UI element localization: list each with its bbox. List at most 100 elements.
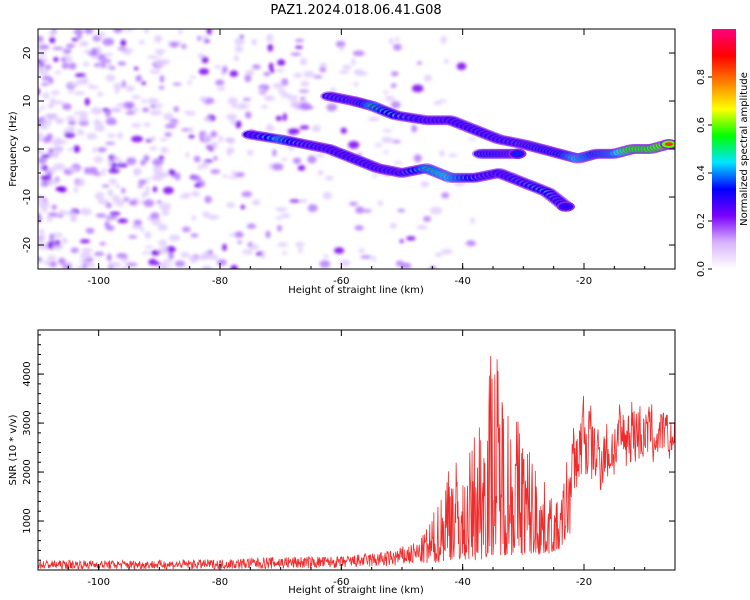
spectrogram-noise-blob <box>86 133 98 140</box>
spectrogram-noise-blob <box>109 261 122 268</box>
spectrogram-noise-blob <box>371 255 376 262</box>
spectrogram-noise-blob <box>188 134 195 139</box>
spectrogram-noise-blob <box>142 190 150 196</box>
spectrogram-x-tick-label: -100 <box>87 276 110 287</box>
signal-core <box>561 204 570 209</box>
spectrogram-noise-blob <box>41 207 48 213</box>
snr-x-tick-label: -20 <box>576 577 592 588</box>
spectrogram-noise-blob <box>235 120 242 129</box>
spectrogram-noise-blob <box>74 73 87 78</box>
spectrogram-noise-blob <box>122 265 127 269</box>
spectrogram-noise-blob <box>230 118 236 125</box>
spectrogram-noise-blob <box>182 226 191 233</box>
spectrogram-noise-blob <box>40 116 46 121</box>
spectrogram-noise-blob <box>197 35 202 42</box>
spectrogram-noise-blob <box>287 128 300 135</box>
spectrogram-noise-blob <box>105 215 118 220</box>
spectrogram-x-tick-label: -20 <box>576 276 592 287</box>
spectrogram-noise-blob <box>106 253 112 262</box>
spectrogram-noise-blob <box>468 137 477 141</box>
spectrogram-noise-blob <box>38 157 48 164</box>
spectrogram-noise-blob <box>141 194 146 198</box>
spectrogram-noise-blob <box>70 82 80 87</box>
spectrogram-noise-blob <box>213 65 222 69</box>
spectrogram-noise-blob <box>94 192 105 200</box>
spectrogram-noise-blob <box>71 37 79 42</box>
spectrogram-noise-blob <box>263 71 271 77</box>
spectrogram-noise-blob <box>180 251 190 258</box>
spectrogram-noise-blob <box>242 97 252 101</box>
spectrogram-noise-blob <box>390 83 397 88</box>
spectrogram-noise-blob <box>120 39 127 47</box>
spectrogram-noise-blob <box>210 169 221 175</box>
spectrogram-noise-blob <box>69 115 76 123</box>
spectrogram-noise-blob <box>101 108 110 112</box>
spectrogram-noise-blob <box>79 239 91 244</box>
spectrogram-noise-blob <box>377 200 384 206</box>
spectrogram-noise-blob <box>433 100 442 106</box>
spectrogram-noise-blob <box>48 261 57 268</box>
spectrogram-noise-blob <box>172 82 182 86</box>
colorbar-tick-label: 0.8 <box>696 69 707 85</box>
spectrogram-noise-blob <box>125 85 135 92</box>
spectrogram-noise-blob <box>290 52 302 56</box>
spectrogram-noise-blob <box>73 111 82 115</box>
spectrogram-noise-blob <box>205 144 212 150</box>
spectrogram-y-tick-label: -20 <box>22 237 33 253</box>
spectrogram-noise-blob <box>133 107 139 112</box>
spectrogram-noise-blob <box>88 51 98 56</box>
spectrogram-noise-blob <box>144 231 152 239</box>
spectrogram-noise-blob <box>105 225 115 231</box>
spectrogram-noise-blob <box>149 146 158 151</box>
spectrogram-noise-blob <box>46 133 53 140</box>
spectrogram-x-axis-label: Height of straight line (km) <box>288 285 424 296</box>
colorbar-tick-label: 0.6 <box>696 117 707 133</box>
snr-series-line <box>38 355 675 570</box>
spectrogram-noise-blob <box>247 223 256 229</box>
colorbar-axis: 0.0 0.2 0.4 0.6 0.8 <box>696 69 712 277</box>
spectrogram-noise-blob <box>210 141 219 149</box>
spectrogram-noise-blob <box>76 33 82 40</box>
spectrogram-noise-blob <box>111 194 121 203</box>
spectrogram-noise-blob <box>244 111 252 119</box>
spectrogram-noise-blob <box>38 236 42 241</box>
spectrogram-noise-blob <box>237 240 243 244</box>
spectrogram-noise-blob <box>158 85 165 90</box>
spectrogram-noise-blob <box>105 74 116 82</box>
spectrogram-noise-blob <box>60 57 67 62</box>
spectrogram-noise-blob <box>105 117 117 126</box>
spectrogram-noise-blob <box>84 97 90 106</box>
spectrogram-noise-blob <box>269 68 275 74</box>
spectrogram-noise-blob <box>144 29 149 34</box>
spectrogram-noise-blob <box>300 57 308 66</box>
spectrogram-noise-blob <box>70 247 79 253</box>
spectrogram-noise-blob <box>80 252 92 260</box>
spectrogram-noise-blob <box>294 242 305 247</box>
spectrogram-noise-blob <box>277 59 286 66</box>
spectrogram-noise-blob <box>159 75 165 83</box>
spectrogram-noise-blob <box>38 69 49 76</box>
spectrogram-noise-blob <box>147 97 159 103</box>
spectrogram-noise-blob <box>201 251 213 260</box>
spectrogram-noise-blob <box>226 202 235 208</box>
spectrogram-y-axis-label: Frequency (Hz) <box>8 111 19 187</box>
spectrogram-noise-blob <box>230 264 238 269</box>
spectrogram-noise-blob <box>319 62 328 67</box>
spectrogram-noise-blob <box>255 251 263 256</box>
snr-y-tick-label: 1000 <box>22 508 33 533</box>
spectrogram-noise-blob <box>390 101 401 109</box>
spectrogram-noise-blob <box>54 100 65 105</box>
spectrogram-noise-blob <box>67 90 75 94</box>
spectrogram-noise-blob <box>108 168 120 174</box>
spectrogram-noise-blob <box>44 64 52 70</box>
spectrogram-noise-blob <box>38 35 44 42</box>
spectrogram-noise-blob <box>102 38 115 46</box>
spectrogram-noise-blob <box>185 152 190 158</box>
spectrogram-noise-blob <box>187 80 192 86</box>
spectrogram-signal-layer <box>241 91 675 212</box>
spectrogram-noise-blob <box>62 103 72 111</box>
spectrogram-noise-blob <box>392 140 401 144</box>
spectrogram-noise-blob <box>194 183 201 188</box>
spectrogram-noise-blob <box>128 235 138 239</box>
spectrogram-noise-blob <box>222 243 227 252</box>
